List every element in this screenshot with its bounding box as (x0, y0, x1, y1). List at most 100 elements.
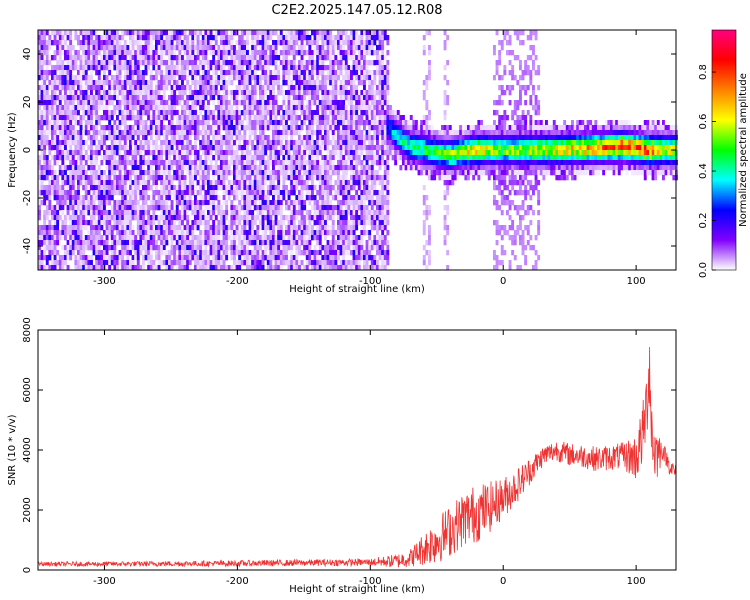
spectrogram-cell (178, 55, 182, 61)
spectrogram-cell (134, 65, 138, 71)
spectrogram-cell (337, 225, 340, 231)
spectrogram-cell (316, 115, 320, 121)
spectrogram-cell (235, 195, 239, 201)
spectrogram-cell (168, 130, 171, 136)
spectrogram-cell (155, 30, 158, 36)
spectrogram-cell (199, 160, 203, 166)
spectrogram-cell (134, 160, 138, 166)
spectrogram-cell (139, 40, 143, 46)
spectrogram-cell (243, 95, 247, 101)
spectrogram-cell (77, 80, 80, 86)
spectrogram-cell (100, 35, 104, 41)
spectrogram-cell (147, 80, 151, 86)
spectrogram-cell (212, 255, 216, 261)
spectrogram-cell (331, 215, 335, 221)
spectrogram-cell (40, 80, 44, 86)
spectrogram-cell (144, 230, 148, 236)
spectrogram-cell (45, 170, 49, 176)
spectrogram-cell (264, 75, 268, 81)
spectrogram-cell (168, 150, 171, 156)
spectrogram-cell (240, 135, 244, 141)
spectrogram-cell (285, 50, 288, 56)
spectrogram-cell (342, 175, 346, 181)
spectrogram-cell (350, 200, 353, 206)
spectrogram-cell (165, 180, 169, 186)
spectrogram-cell (269, 140, 273, 146)
spectrogram-cell (259, 180, 262, 186)
spectrogram-cell (64, 155, 67, 161)
spectrogram-cell (204, 235, 208, 241)
spectrogram-cell (103, 55, 106, 61)
spectrogram-cell (152, 245, 156, 251)
spectrogram-cell (277, 40, 281, 46)
spectrogram-cell (69, 170, 73, 176)
spectrogram-cell (324, 65, 327, 71)
spectrogram-cell (269, 155, 273, 161)
spectrogram-cell (84, 120, 88, 126)
spectrogram-cell (352, 260, 356, 266)
spectrogram-cell (162, 240, 166, 246)
spectrogram-cell (40, 50, 44, 56)
spectrogram-cell (204, 135, 208, 141)
spectrogram-cell (95, 135, 99, 141)
spectrogram-cell (196, 260, 200, 266)
spectrogram-cell (321, 45, 325, 51)
spectrogram-cell (303, 145, 307, 151)
spectrogram-cell (287, 150, 291, 156)
spectrogram-cell (79, 70, 83, 76)
spectrogram-cell (277, 210, 281, 216)
spectrogram-cell (144, 120, 148, 126)
spectrogram-cell (274, 80, 278, 86)
spectrogram-cell (339, 70, 343, 76)
spectrogram-cell (165, 200, 169, 206)
spectrogram-cell (165, 140, 169, 146)
spectrogram-cell (97, 205, 101, 211)
spectrogram-cell (69, 75, 73, 81)
spectrogram-cell (308, 40, 312, 46)
spectrogram-cell (87, 190, 91, 196)
spectrogram-cell (295, 100, 299, 106)
spectrogram-cell (149, 235, 153, 241)
spectrogram-cell (173, 260, 177, 266)
spectrogram-cell (256, 110, 260, 116)
spectrogram-cell (121, 45, 125, 51)
spectrogram-cell (103, 80, 106, 86)
spectrogram-cell (256, 40, 260, 46)
spectrogram-cell (326, 135, 330, 141)
spectrogram-cell (347, 245, 351, 251)
spectrogram-cell (212, 130, 216, 136)
spectrogram-cell (97, 150, 101, 156)
spectrogram-cell (82, 180, 86, 186)
spectrogram-cell (56, 60, 60, 66)
spectrogram-cell (53, 75, 57, 81)
spectrogram-cell (285, 155, 288, 161)
spectrogram-cell (199, 205, 203, 211)
spectrogram-cell (40, 145, 44, 151)
spectrogram-cell (331, 245, 335, 251)
spectrogram-cell (196, 155, 200, 161)
spectrogram-cell (274, 265, 278, 271)
spectrogram-cell (142, 210, 145, 216)
spectrogram-cell (329, 165, 333, 171)
spectrogram-cell (230, 45, 234, 51)
spectrogram-cell (298, 70, 301, 76)
spectrogram-cell (147, 85, 151, 91)
spectrogram-cell (220, 45, 223, 51)
spectrogram-cell (66, 225, 70, 231)
spectrogram-cell (178, 35, 182, 41)
spectrogram-cell (233, 125, 236, 131)
spectrogram-cell (100, 160, 104, 166)
spectrogram-cell (227, 60, 231, 66)
spectrogram-cell (186, 195, 190, 201)
spectrogram-cell (152, 205, 156, 211)
spectrogram-cell (160, 155, 164, 161)
spectrogram-cell (77, 255, 80, 261)
spectrogram-cell (269, 225, 273, 231)
spectrogram-cell (118, 240, 122, 246)
spectrogram-cell (105, 40, 109, 46)
spectrogram-cell (282, 250, 286, 256)
spectrogram-cell (113, 180, 117, 186)
spectrogram-cell (352, 105, 356, 111)
spectrogram-cell (225, 225, 229, 231)
spectrogram-cell (77, 35, 80, 41)
